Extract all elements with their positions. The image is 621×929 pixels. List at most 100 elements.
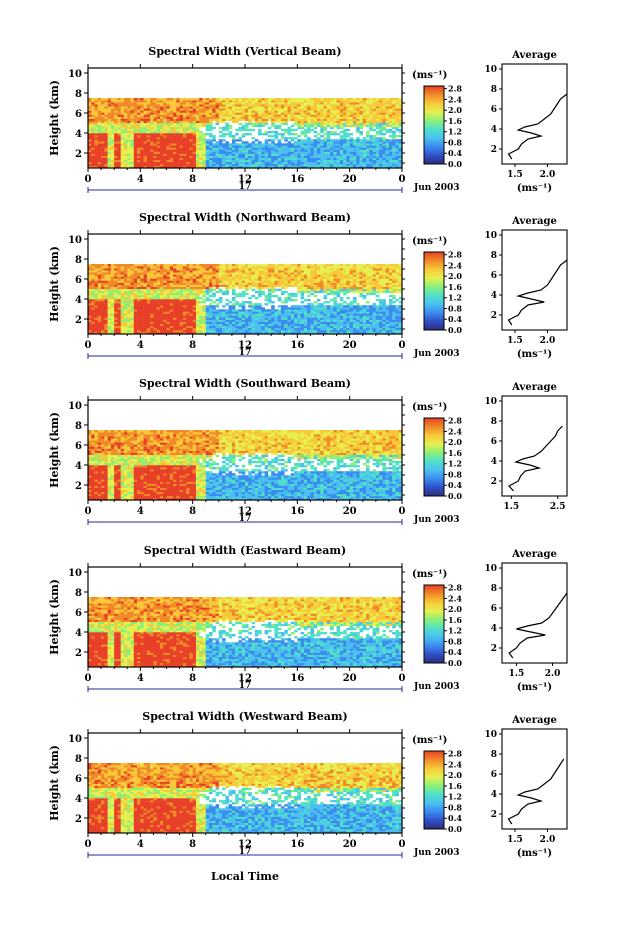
heatmap-cell	[180, 264, 184, 266]
heatmap-cell	[248, 266, 252, 268]
heatmap-cell	[284, 156, 288, 158]
heatmap-cell	[170, 264, 174, 266]
heatmap-cell	[114, 272, 118, 274]
heatmap-cell	[238, 114, 242, 116]
heatmap-cell	[193, 297, 197, 299]
heatmap-cell	[108, 143, 112, 145]
x-tick-label: 0	[399, 174, 406, 185]
heatmap-cell	[189, 149, 193, 151]
y-tick-label: 8	[75, 89, 82, 100]
heatmap-cell	[144, 156, 148, 158]
heatmap-cell	[395, 123, 399, 125]
heatmap-cell	[153, 129, 157, 131]
heatmap-cell	[379, 129, 383, 131]
heatmap-cell	[379, 147, 383, 149]
heatmap-cell	[232, 266, 236, 268]
heatmap-cell	[265, 143, 269, 145]
heatmap-cell	[268, 324, 272, 326]
heatmap-cell	[104, 100, 108, 102]
heatmap-cell	[346, 112, 350, 114]
heatmap-cell	[245, 328, 249, 330]
heatmap-cell	[170, 320, 174, 322]
heatmap-cell	[314, 106, 318, 108]
heatmap-cell	[121, 145, 125, 147]
heatmap-cell	[111, 270, 115, 272]
heatmap-cell	[153, 330, 157, 332]
heatmap-cell	[294, 158, 298, 160]
heatmap-cell	[327, 119, 331, 121]
heatmap-cell	[91, 145, 95, 147]
heatmap-cell	[395, 162, 399, 164]
heatmap-cell	[101, 147, 105, 149]
heatmap-cell	[209, 135, 213, 137]
heatmap-cell	[386, 143, 390, 145]
heatmap-cell	[206, 110, 210, 112]
heatmap-cell	[235, 145, 239, 147]
heatmap-cell	[356, 137, 360, 139]
heatmap-cell	[255, 309, 259, 311]
heatmap-cell	[216, 330, 220, 332]
heatmap-cell	[320, 112, 324, 114]
heatmap-cell	[114, 266, 118, 268]
heatmap-cell	[202, 326, 206, 328]
heatmap-cell	[117, 139, 121, 141]
heatmap-cell	[242, 119, 246, 121]
heatmap-cell	[376, 102, 380, 104]
heatmap-cell	[176, 326, 180, 328]
heatmap-cell	[183, 158, 187, 160]
heatmap-cell	[186, 322, 190, 324]
heatmap-cell	[127, 309, 131, 311]
heatmap-cell	[137, 135, 141, 137]
heatmap-cell	[91, 303, 95, 305]
heatmap-cell	[131, 154, 135, 156]
heatmap-cell	[206, 297, 210, 299]
heatmap-cell	[170, 152, 174, 154]
heatmap-cell	[131, 119, 135, 121]
heatmap-cell	[363, 156, 367, 158]
heatmap-cell	[222, 135, 226, 137]
heatmap-cell	[229, 328, 233, 330]
heatmap-cell	[284, 114, 288, 116]
heatmap-cell	[157, 143, 161, 145]
heatmap-cell	[307, 119, 311, 121]
heatmap-cell	[202, 320, 206, 322]
heatmap-cell	[173, 313, 177, 315]
heatmap-cell	[232, 315, 236, 317]
heatmap-cell	[242, 268, 246, 270]
heatmap-cell	[304, 112, 308, 114]
heatmap-cell	[301, 100, 305, 102]
heatmap-cell	[206, 119, 210, 121]
heatmap-cell	[219, 318, 223, 320]
heatmap-cell	[229, 110, 233, 112]
heatmap-cell	[252, 326, 256, 328]
heatmap-cell	[294, 143, 298, 145]
heatmap-cell	[356, 123, 360, 125]
heatmap-cell	[320, 104, 324, 106]
heatmap-cell	[121, 125, 125, 127]
heatmap-cell	[101, 330, 105, 332]
heatmap-cell	[373, 117, 377, 119]
heatmap-cell	[117, 147, 121, 149]
heatmap-cell	[202, 108, 206, 110]
heatmap-cell	[320, 108, 324, 110]
heatmap-cell	[147, 328, 151, 330]
heatmap-cell	[222, 160, 226, 162]
heatmap-cell	[248, 143, 252, 145]
heatmap-cell	[281, 100, 285, 102]
heatmap-cell	[124, 268, 128, 270]
heatmap-cell	[232, 102, 236, 104]
heatmap-cell	[225, 104, 229, 106]
heatmap-cell	[167, 162, 171, 164]
heatmap-cell	[167, 106, 171, 108]
heatmap-cell	[222, 145, 226, 147]
heatmap-cell	[180, 309, 184, 311]
heatmap-cell	[160, 278, 164, 280]
heatmap-cell	[117, 121, 121, 123]
heatmap-cell	[176, 108, 180, 110]
chart-title: Spectral Width (Northward Beam)	[139, 211, 351, 224]
heatmap-cell	[382, 156, 386, 158]
heatmap-cell	[91, 121, 95, 123]
heatmap-cell	[261, 285, 265, 287]
heatmap-cell	[238, 102, 242, 104]
heatmap-cell	[163, 98, 167, 100]
